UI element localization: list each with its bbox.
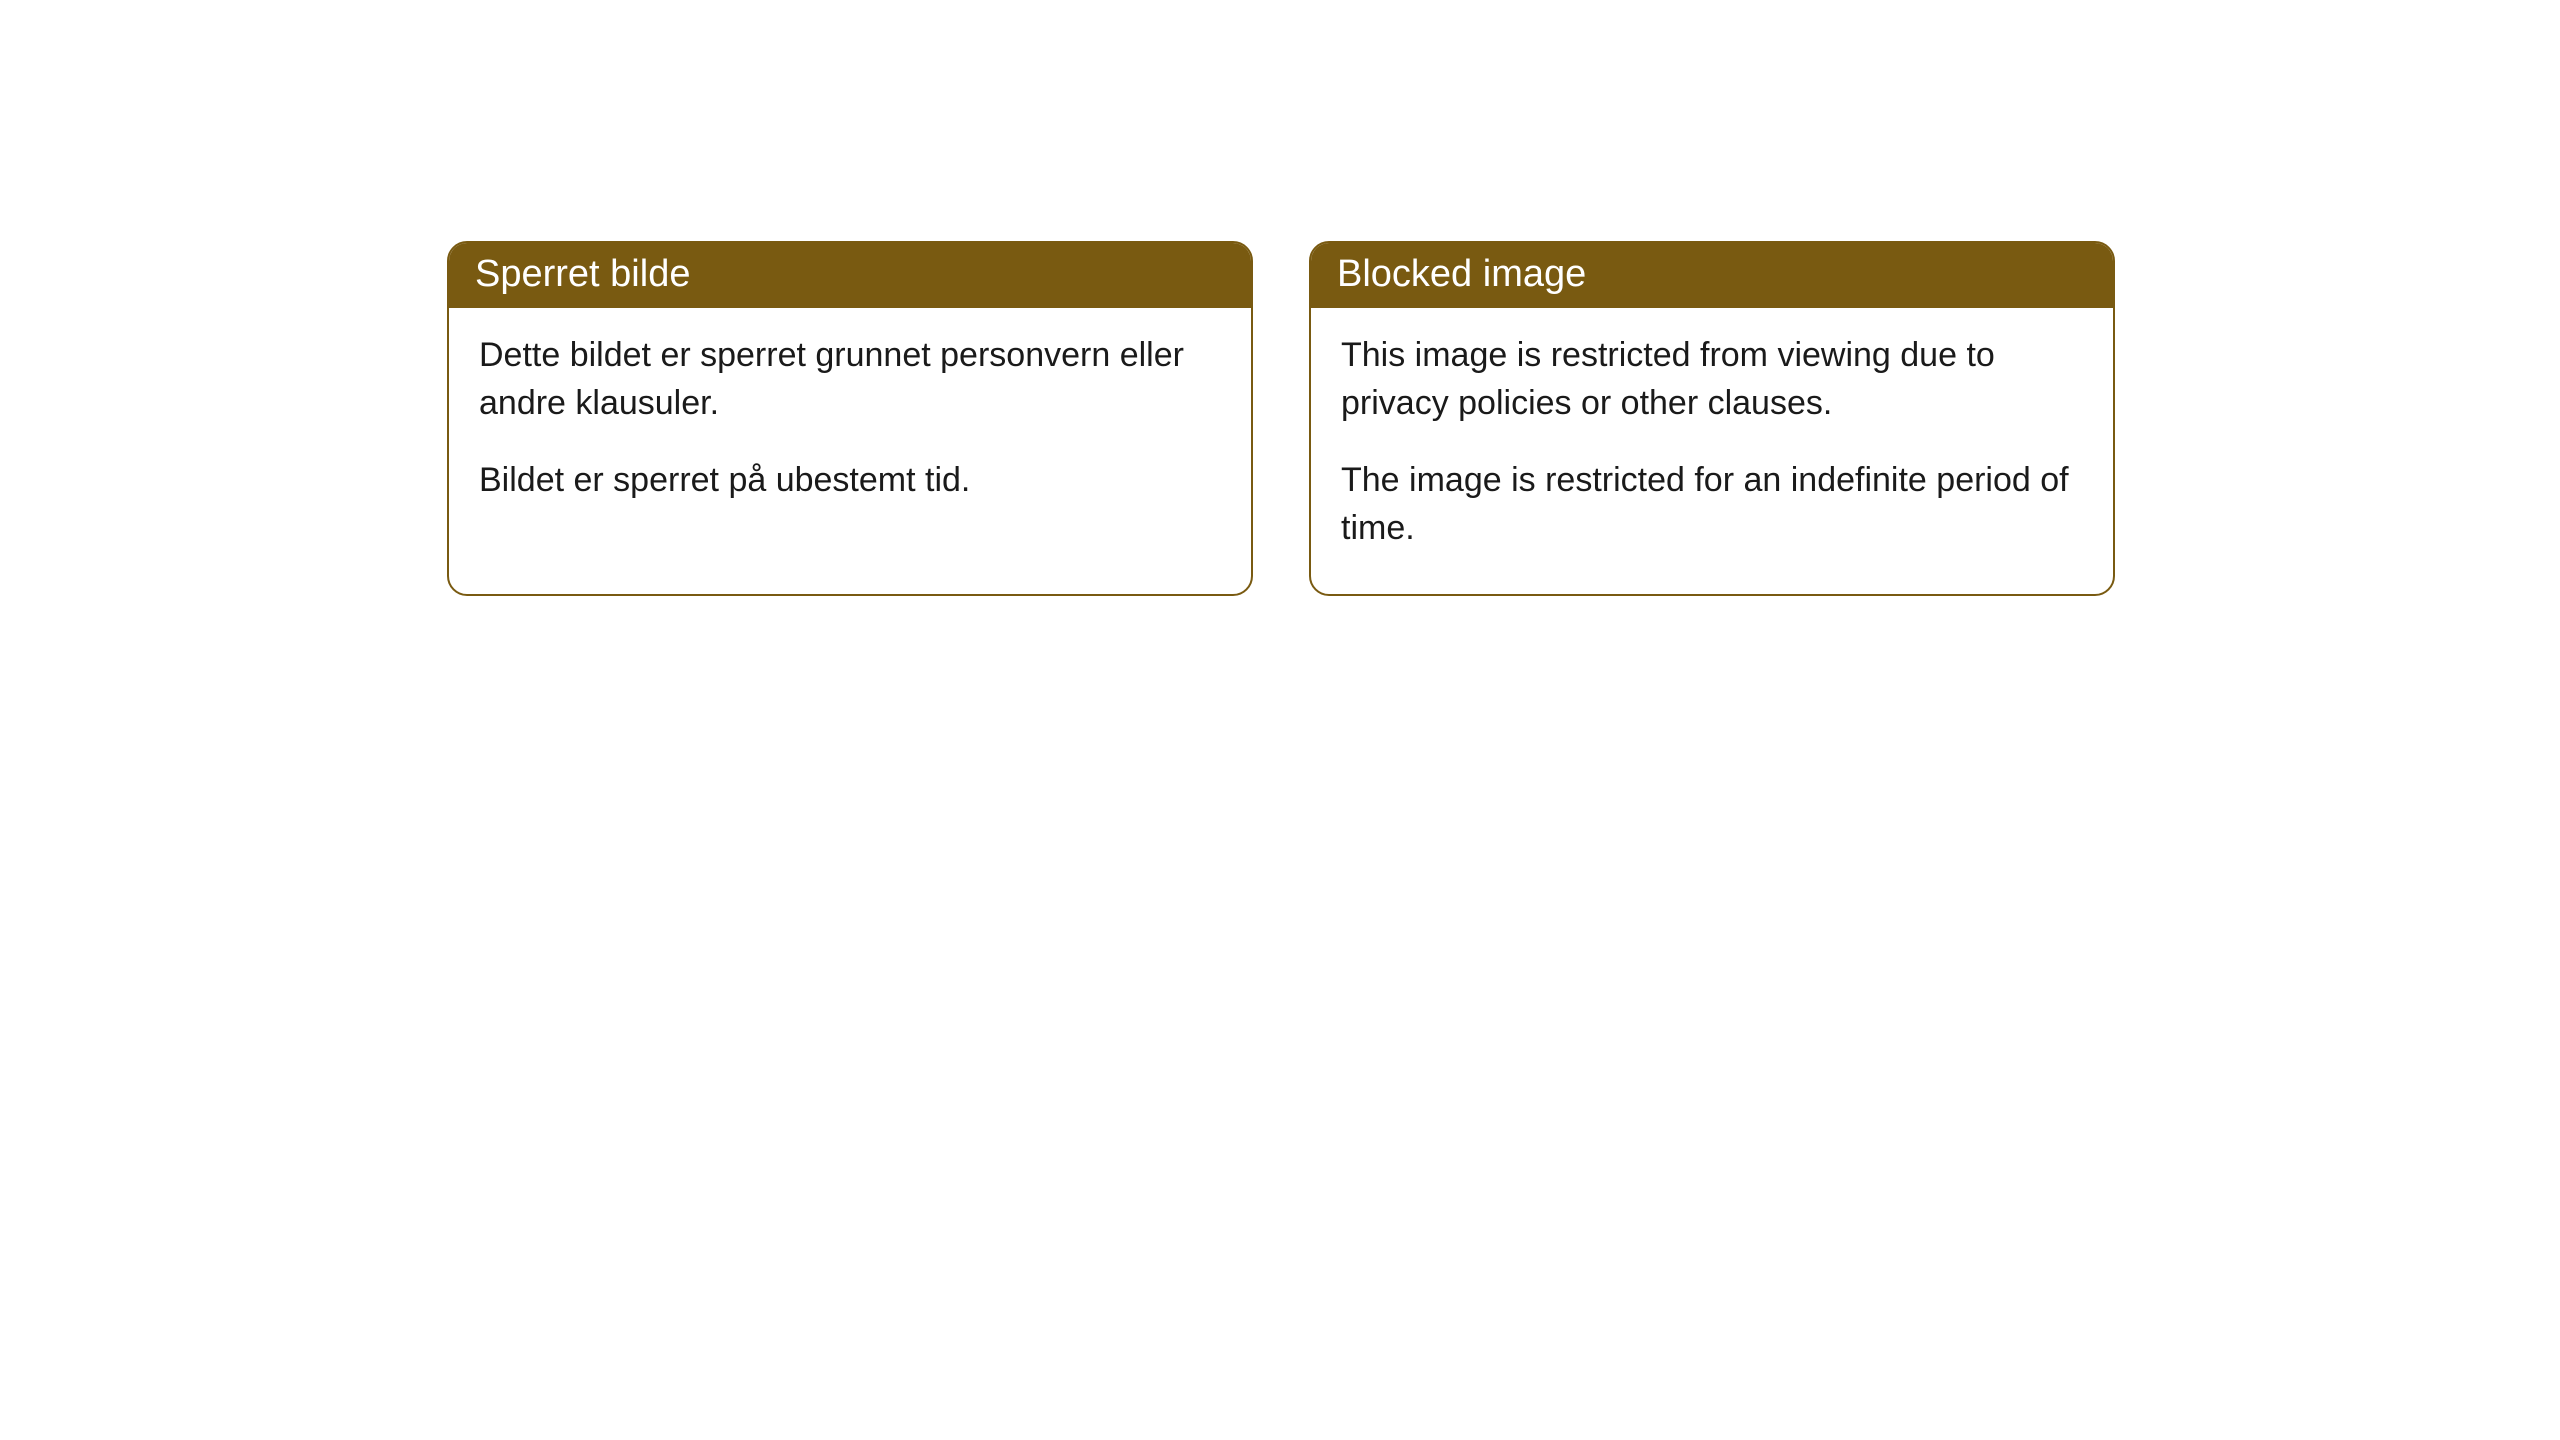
notice-cards-container: Sperret bilde Dette bildet er sperret gr… <box>0 0 2560 596</box>
card-body-norwegian: Dette bildet er sperret grunnet personve… <box>449 308 1251 547</box>
card-body-english: This image is restricted from viewing du… <box>1311 308 2113 594</box>
card-paragraph-2-norwegian: Bildet er sperret på ubestemt tid. <box>479 457 1221 505</box>
card-header-english: Blocked image <box>1311 243 2113 308</box>
blocked-image-card-english: Blocked image This image is restricted f… <box>1309 241 2115 596</box>
card-paragraph-1-english: This image is restricted from viewing du… <box>1341 332 2083 427</box>
card-paragraph-1-norwegian: Dette bildet er sperret grunnet personve… <box>479 332 1221 427</box>
blocked-image-card-norwegian: Sperret bilde Dette bildet er sperret gr… <box>447 241 1253 596</box>
card-paragraph-2-english: The image is restricted for an indefinit… <box>1341 457 2083 552</box>
card-header-norwegian: Sperret bilde <box>449 243 1251 308</box>
